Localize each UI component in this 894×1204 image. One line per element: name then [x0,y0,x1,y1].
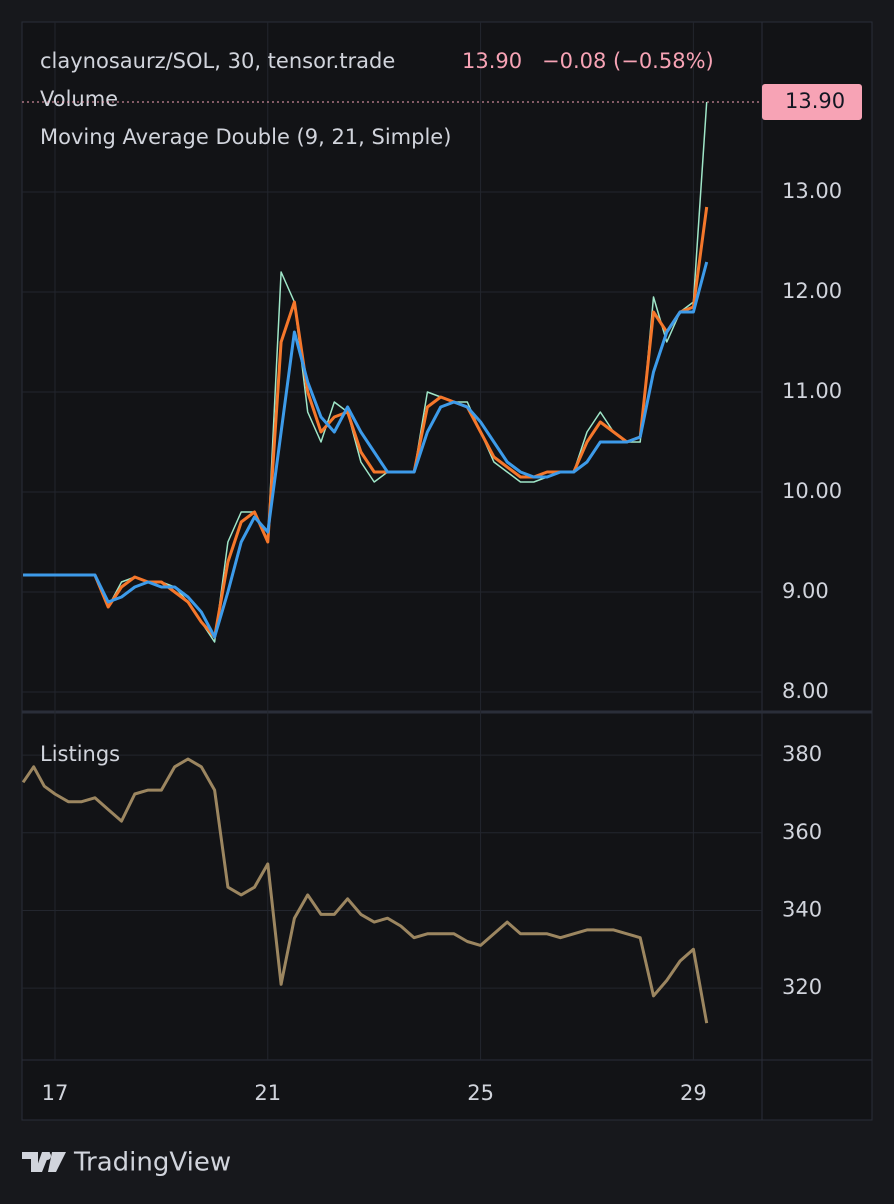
series-line [21,757,709,1024]
grid [22,22,762,1060]
y-tick-label: 11.00 [782,379,842,403]
frame [21,21,873,1121]
x-tick-label: 25 [467,1081,494,1105]
x-tick-label: 17 [42,1081,69,1105]
indicator-volume: Volume [40,87,118,111]
y-tick-label: 13.00 [782,179,842,203]
y-tick-label: 380 [782,742,822,766]
y-tick-label: 320 [782,975,822,999]
y-tick-label: 9.00 [782,579,829,603]
symbol-title: claynosaurz/SOL, 30, tensor.trade [40,49,395,73]
y-tick-label: 340 [782,897,822,921]
series-line [23,261,709,639]
price-tag [762,84,862,120]
last-price: 13.90 [462,49,522,73]
y-tick-label: 10.00 [782,479,842,503]
listings-title: Listings [40,742,120,766]
series-line [23,206,709,639]
brand-logo [22,1152,66,1172]
y-tick-label: 360 [782,820,822,844]
price-tag-label: 13.90 [785,89,845,113]
brand-name: TradingView [73,1148,231,1178]
x-tick-label: 29 [680,1081,707,1105]
y-tick-label: 12.00 [782,279,842,303]
y-tick-label: 8.00 [782,679,829,703]
indicator-ma: Moving Average Double (9, 21, Simple) [40,125,451,149]
x-tick-label: 21 [254,1081,281,1105]
plot [21,101,709,1024]
price-change: −0.08 (−0.58%) [542,49,714,73]
